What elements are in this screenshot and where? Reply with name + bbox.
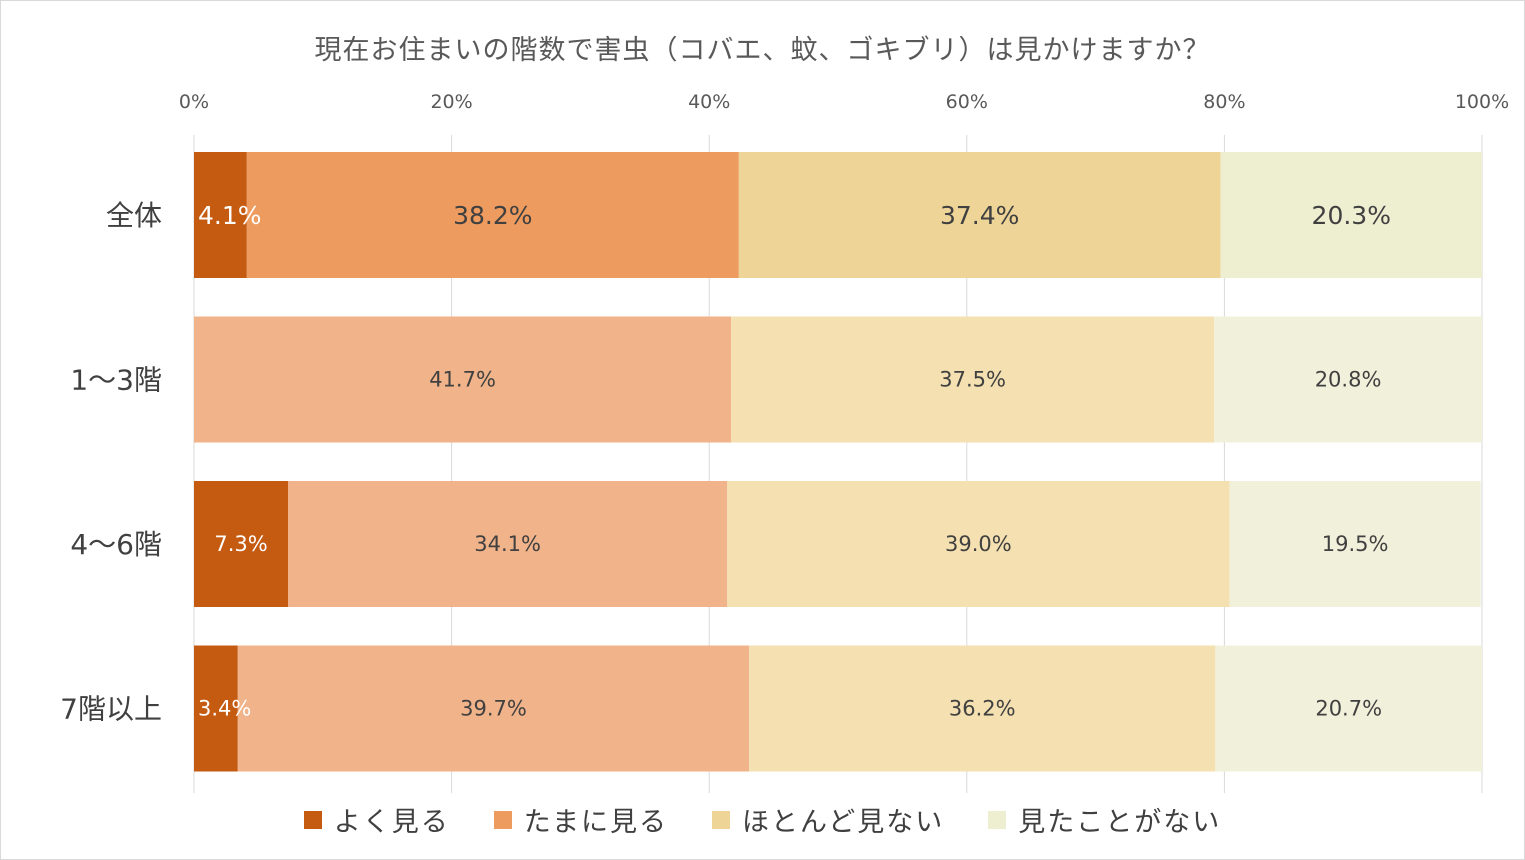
- x-axis-ticks: 0% 20% 40% 60% 80% 100%: [179, 91, 1509, 113]
- data-label: 39.0%: [945, 532, 1012, 556]
- legend-label: ほとんど見ない: [742, 807, 945, 838]
- data-label: 36.2%: [949, 697, 1016, 721]
- data-label: 39.7%: [460, 697, 527, 721]
- category-label: 7階以上: [60, 693, 162, 726]
- data-label: 37.4%: [940, 201, 1019, 230]
- data-label: 34.1%: [474, 532, 541, 556]
- bar-segment: [738, 152, 1221, 278]
- bar-segment: [1214, 316, 1482, 443]
- category-labels: 全体 1～3階 4～6階 7階以上: [60, 199, 162, 726]
- bar-segment: [731, 316, 1215, 443]
- chart-title: 現在お住まいの階数で害虫（コバエ、蚊、ゴキブリ）は見かけますか？: [314, 35, 1211, 66]
- legend-swatch: [493, 810, 512, 829]
- category-label: 1～3階: [70, 364, 162, 397]
- bar-segment: [194, 152, 247, 278]
- legend-item: たまに見る: [493, 800, 668, 839]
- data-label: 37.5%: [939, 368, 1006, 392]
- data-label: 19.5%: [1322, 532, 1389, 556]
- x-tick-label: 80%: [1203, 91, 1245, 113]
- data-label: 41.7%: [429, 368, 496, 392]
- legend-item: 見たことがない: [988, 800, 1221, 839]
- x-tick-label: 0%: [179, 91, 209, 113]
- data-label: 4.1%: [198, 201, 262, 230]
- legend-label: 見たことがない: [1018, 807, 1222, 838]
- bar-segment: [237, 645, 750, 772]
- data-label: 20.7%: [1315, 697, 1382, 721]
- x-tick-label: 20%: [430, 91, 472, 113]
- legend-swatch: [712, 810, 730, 829]
- bar-segment: [194, 645, 238, 772]
- bar-segment: [1220, 152, 1482, 278]
- data-label: 20.3%: [1312, 201, 1391, 230]
- legend-label: よく見る: [333, 807, 450, 838]
- data-labels: 4.1% 38.2% 37.4% 20.3% 41.7% 37.5% 20.8% 7.3% 34…: [198, 201, 1391, 721]
- x-tick-label: 60%: [946, 91, 988, 113]
- legend-item: ほとんど見ない: [712, 800, 944, 839]
- category-label: 4～6階: [70, 528, 162, 561]
- data-label: 3.4%: [198, 697, 251, 721]
- bar-segment: [288, 481, 728, 607]
- legend-swatch: [303, 810, 322, 829]
- x-tick-label: 100%: [1455, 91, 1509, 113]
- legend: よく見る たまに見る ほとんど見ない 見たことがない: [0, 800, 1525, 839]
- legend-label: たまに見る: [523, 807, 668, 838]
- legend-swatch: [988, 810, 1007, 829]
- x-tick-label: 40%: [688, 91, 730, 113]
- data-label: 7.3%: [214, 532, 267, 556]
- bar-segment: [194, 481, 289, 607]
- bar-segment: [727, 481, 1230, 607]
- bar-segment: [1215, 645, 1482, 772]
- data-label: 20.8%: [1315, 368, 1382, 392]
- bar-segment: [246, 152, 739, 278]
- bar-segment: [1229, 481, 1481, 607]
- bars: [194, 152, 1482, 772]
- category-label: 全体: [106, 199, 162, 232]
- legend-item: よく見る: [303, 800, 450, 839]
- bar-segment: [194, 316, 732, 443]
- data-label: 38.2%: [453, 201, 532, 230]
- bar-segment: [749, 645, 1216, 772]
